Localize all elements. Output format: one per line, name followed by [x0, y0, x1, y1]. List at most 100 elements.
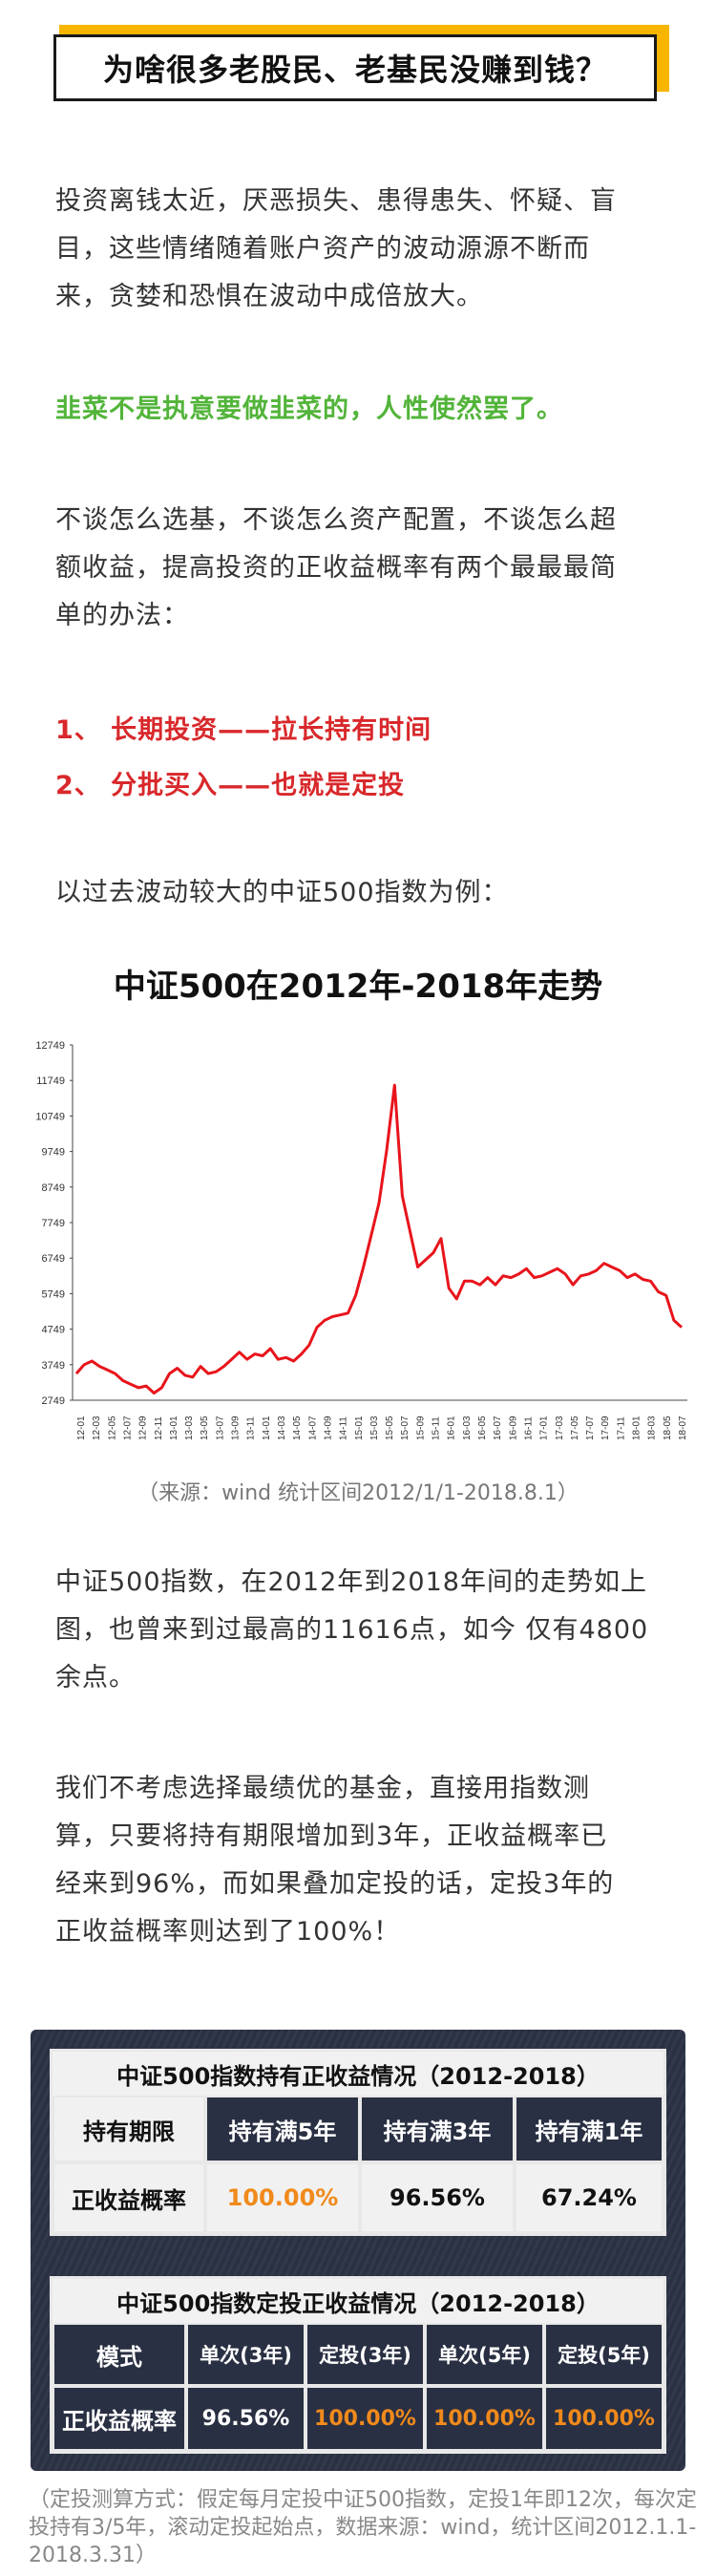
chart-axis: [72, 1045, 687, 1401]
probability-paragraph: 我们不考虑选择最绩优的基金，直接用指数测 算，只要将持有期限增加到3年，正收益概…: [55, 1765, 663, 1956]
y-tick-label: 9749: [42, 1147, 65, 1159]
table-value-cell: 100.00%: [544, 2386, 663, 2451]
x-tick-label: 13-01: [169, 1416, 179, 1440]
x-tick-label: 18-03: [647, 1416, 658, 1440]
text-line: 来，贪婪和恐惧在波动中成倍放大。: [55, 282, 483, 311]
x-tick-label: 18-05: [663, 1416, 673, 1440]
text-line: 单的办法：: [55, 601, 189, 630]
table-row-label: 正收益概率: [53, 2386, 186, 2451]
x-tick-label: 16-01: [447, 1416, 457, 1440]
x-tick-label: 18-07: [678, 1416, 688, 1440]
x-tick-label: 13-05: [200, 1416, 210, 1440]
x-tick-label: 14-03: [277, 1416, 287, 1440]
x-tick-label: 12-11: [154, 1416, 164, 1440]
method-item-1: 1、 长期投资——拉长持有时间: [55, 715, 432, 745]
x-tick-label: 15-01: [354, 1416, 365, 1440]
y-tick-label: 4749: [42, 1325, 65, 1336]
table-header-cell: 单次(5年): [425, 2323, 544, 2386]
table-value-cell: 96.56%: [360, 2162, 515, 2233]
x-tick-label: 17-11: [616, 1416, 626, 1440]
method-item-2: 2、 分批买入——也就是定投: [55, 771, 406, 800]
x-tick-label: 15-07: [400, 1416, 411, 1440]
index-summary-paragraph: 中证500指数，在2012年到2018年间的走势如上 图，也曾来到过最高的116…: [55, 1559, 663, 1702]
x-tick-label: 18-01: [632, 1416, 642, 1440]
chart-source: （来源：wind 统计区间2012/1/1-2018.8.1）: [137, 1481, 579, 1505]
green-highlight: 韭菜不是执意要做韭菜的，人性使然罢了。: [55, 394, 563, 424]
footnote: （定投测算方式：假定每月定投中证500指数，定投1年即12次，每次定投持有3/5…: [29, 2488, 697, 2567]
text-line: 余点。: [55, 1663, 136, 1692]
x-tick-label: 16-07: [493, 1416, 503, 1440]
text-line: 中证500指数，在2012年到2018年间的走势如上: [55, 1567, 647, 1597]
table-value-cell: 100.00%: [425, 2386, 544, 2451]
text-line: 我们不考虑选择最绩优的基金，直接用指数测: [55, 1774, 590, 1803]
series-line: [74, 1083, 684, 1394]
x-tick-label: 12-05: [107, 1416, 117, 1440]
tables-panel: 中证500指数持有正收益情况（2012-2018） 持有期限 持有满5年 持有满…: [31, 2030, 685, 2471]
x-tick-label: 12-01: [76, 1416, 87, 1440]
y-tick-label: 3749: [42, 1360, 65, 1372]
table-row-label: 正收益概率: [53, 2162, 205, 2233]
text-line: 经来到96%，而如果叠加定投的话，定投3年的: [55, 1869, 615, 1899]
x-tick-label: 17-01: [539, 1416, 550, 1440]
example-intro: 以过去波动较大的中证500指数为例：: [55, 878, 509, 907]
table-header-cell: 定投(5年): [544, 2323, 663, 2386]
table-value-cell: 67.24%: [515, 2162, 663, 2233]
table-header-cell: 模式: [53, 2323, 186, 2386]
x-tick-label: 17-09: [600, 1416, 611, 1440]
x-tick-label: 15-11: [432, 1416, 442, 1440]
y-tick-label: 12749: [35, 1040, 65, 1052]
section-title-box: 为啥很多老股民、老基民没赚到钱？: [53, 25, 669, 109]
table-header-cell: 持有期限: [53, 2096, 205, 2162]
x-tick-label: 13-03: [184, 1416, 195, 1440]
y-tick-label: 11749: [36, 1075, 65, 1087]
x-tick-label: 12-07: [122, 1416, 133, 1440]
table-title: 中证500指数定投正收益情况（2012-2018）: [53, 2279, 663, 2323]
section-title: 为啥很多老股民、老基民没赚到钱？: [102, 52, 607, 88]
x-tick-label: 15-05: [385, 1416, 395, 1440]
text-line: 算，只要将持有期限增加到3年，正收益概率已: [55, 1821, 608, 1851]
x-tick-label: 16-03: [462, 1416, 473, 1440]
x-tick-label: 14-01: [262, 1416, 272, 1440]
method-intro-paragraph: 不谈怎么选基，不谈怎么资产配置，不谈怎么超 额收益，提高投资的正收益概率有两个最…: [55, 497, 663, 640]
x-tick-label: 12-09: [138, 1416, 149, 1440]
x-tick-label: 17-03: [555, 1416, 565, 1440]
table-value-cell: 100.00%: [205, 2162, 360, 2233]
table-title: 中证500指数持有正收益情况（2012-2018）: [53, 2052, 663, 2096]
table-header-cell: 持有满5年: [205, 2096, 360, 2162]
line-chart: 12749 11749 10749 9749 8749 7749 6749 5749 4749 3…: [35, 1040, 688, 1440]
table-value-cell: 100.00%: [305, 2386, 425, 2451]
chart-title: 中证500在2012年-2018年走势: [113, 968, 603, 1006]
periodic-investment-table: 中证500指数定投正收益情况（2012-2018） 模式 单次(3年) 定投(3…: [50, 2276, 666, 2454]
y-tick-label: 7749: [42, 1218, 65, 1229]
x-tick-label: 14-11: [339, 1416, 349, 1440]
x-tick-label: 16-05: [477, 1416, 488, 1440]
x-tick-label: 16-11: [523, 1416, 534, 1440]
y-tick-label: 10749: [35, 1111, 65, 1122]
x-tick-label: 13-09: [231, 1416, 242, 1440]
table-header-cell: 持有满3年: [360, 2096, 515, 2162]
x-tick-label: 15-09: [415, 1416, 426, 1440]
section-title-frame: 为啥很多老股民、老基民没赚到钱？: [53, 34, 657, 101]
x-tick-label: 14-05: [292, 1416, 303, 1440]
x-tick-label: 12-03: [92, 1416, 102, 1440]
x-tick-label: 17-05: [570, 1416, 580, 1440]
table-header-cell: 定投(3年): [305, 2323, 425, 2386]
table-header-cell: 单次(3年): [186, 2323, 305, 2386]
text-line: 投资离钱太近，厌恶损失、患得患失、怀疑、盲: [55, 186, 617, 216]
text-line: 不谈怎么选基，不谈怎么资产配置，不谈怎么超: [55, 505, 617, 535]
text-line: 正收益概率则达到了100%！: [55, 1917, 401, 1947]
x-tick-label: 14-07: [307, 1416, 318, 1440]
holding-return-table: 中证500指数持有正收益情况（2012-2018） 持有期限 持有满5年 持有满…: [50, 2049, 666, 2236]
table-header-cell: 持有满1年: [515, 2096, 663, 2162]
text-line: 额收益，提高投资的正收益概率有两个最最最简: [55, 553, 617, 583]
x-tick-label: 13-07: [215, 1416, 225, 1440]
text-line: 图，也曾来到过最高的11616点，如今 仅有4800: [55, 1615, 649, 1645]
table-value-cell: 96.56%: [186, 2386, 305, 2451]
y-tick-label: 2749: [42, 1395, 65, 1407]
x-tick-label: 13-11: [246, 1416, 257, 1440]
x-tick-label: 14-09: [323, 1416, 333, 1440]
y-tick-label: 6749: [42, 1253, 65, 1265]
x-tick-label: 17-07: [585, 1416, 596, 1440]
text-line: 目，这些情绪随着账户资产的波动源源不断而: [55, 234, 590, 264]
y-tick-label: 5749: [42, 1288, 65, 1300]
